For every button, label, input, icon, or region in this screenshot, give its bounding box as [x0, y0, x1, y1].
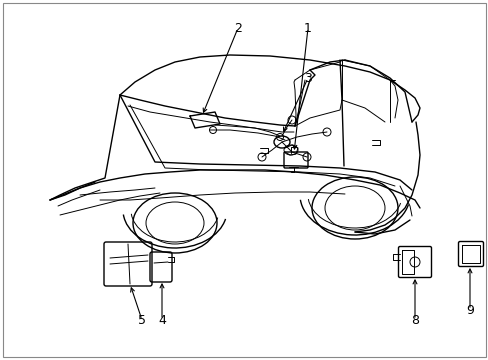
Text: 1: 1 [304, 22, 311, 35]
Text: 9: 9 [465, 303, 473, 316]
Text: 3: 3 [304, 72, 311, 85]
Text: 2: 2 [234, 22, 242, 35]
Text: 8: 8 [410, 314, 418, 327]
Text: 4: 4 [158, 314, 165, 327]
Text: 5: 5 [138, 314, 146, 327]
